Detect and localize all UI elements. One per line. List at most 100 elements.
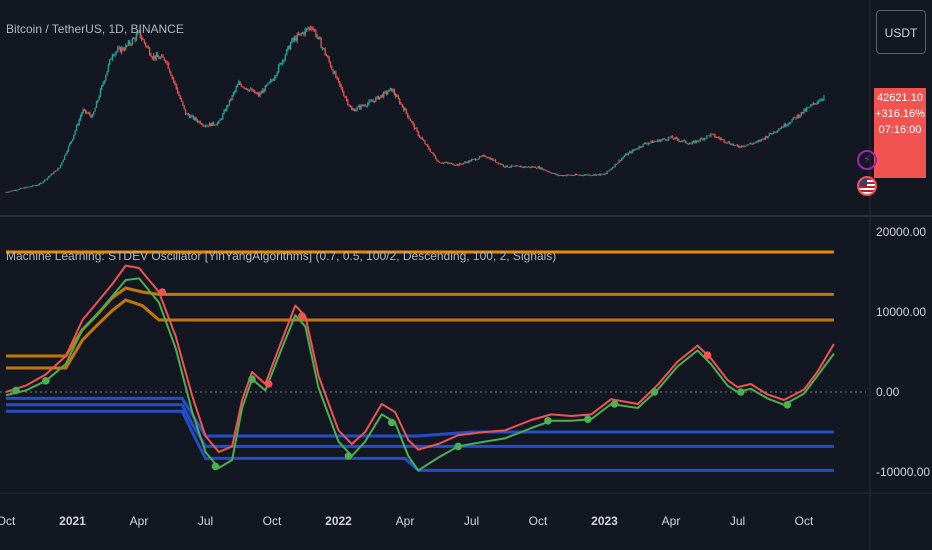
- us-flag-icon[interactable]: [857, 176, 877, 196]
- candle-body: [486, 157, 489, 159]
- candle-body: [214, 124, 216, 126]
- candle-body: [175, 83, 177, 89]
- candle-body: [162, 55, 164, 58]
- candle-body: [227, 105, 229, 107]
- candle-body: [93, 111, 95, 115]
- candle-body: [168, 68, 171, 73]
- candle-body: [803, 109, 805, 114]
- candle-body: [434, 156, 437, 159]
- candle-body: [462, 163, 465, 165]
- candle-body: [392, 90, 394, 92]
- green-signal-marker[interactable]: [344, 452, 353, 460]
- candle-body: [607, 170, 610, 172]
- red-signal-marker[interactable]: [264, 380, 273, 388]
- candle-body: [661, 139, 663, 141]
- candle-body: [802, 111, 804, 114]
- x-tick-label: Apr: [396, 514, 415, 528]
- bolt-icon[interactable]: ⚡: [857, 150, 877, 170]
- candle-body: [598, 174, 600, 176]
- candle-body: [186, 113, 188, 115]
- candle-body: [788, 123, 790, 124]
- candle-body: [301, 32, 304, 34]
- candle-body: [332, 69, 334, 74]
- candle-body: [457, 164, 459, 166]
- candle-body: [756, 141, 759, 143]
- candle-body: [204, 125, 207, 127]
- symbol-title: Bitcoin / TetherUS, 1D, BINANCE: [6, 22, 184, 36]
- candle-body: [461, 163, 463, 165]
- candle-body: [812, 103, 814, 105]
- candle-body: [143, 39, 145, 43]
- candle-body: [155, 54, 157, 59]
- candlestick-series[interactable]: [5, 25, 825, 193]
- candle-body: [260, 92, 262, 94]
- candle-body: [783, 123, 785, 128]
- candle-body: [618, 160, 620, 163]
- candle-body: [602, 174, 604, 175]
- candle-body: [811, 104, 813, 106]
- green-signal-marker[interactable]: [650, 388, 659, 396]
- candle-body: [244, 88, 246, 89]
- green-signal-marker[interactable]: [248, 375, 256, 384]
- candle-body: [240, 84, 243, 87]
- candle-body: [595, 174, 598, 176]
- candle-body: [496, 162, 498, 163]
- candle-body: [349, 106, 352, 108]
- candle-body: [621, 158, 623, 161]
- candle-body: [70, 141, 72, 144]
- y-tick-label: 20000.00: [876, 225, 926, 239]
- green-signal-marker[interactable]: [211, 462, 220, 471]
- candle-body: [329, 61, 332, 67]
- green-signal-marker[interactable]: [387, 418, 396, 427]
- candle-body: [353, 109, 356, 112]
- candle-body: [10, 190, 12, 192]
- candle-body: [49, 175, 51, 177]
- green-signal-marker[interactable]: [584, 415, 592, 424]
- green-signal-marker[interactable]: [737, 388, 745, 396]
- candle-body: [658, 139, 660, 142]
- red-signal-marker[interactable]: [703, 351, 712, 360]
- currency-button[interactable]: USDT: [876, 10, 926, 54]
- green-signal-marker[interactable]: [610, 400, 619, 408]
- candle-body: [708, 135, 711, 137]
- candle-body: [127, 41, 129, 46]
- candle-body: [154, 55, 156, 59]
- red-signal-marker[interactable]: [298, 312, 306, 320]
- oscillator-green-line[interactable]: [5, 277, 835, 472]
- candle-body: [59, 164, 62, 168]
- candle-body: [470, 159, 473, 162]
- candle-body: [381, 94, 383, 98]
- green-signal-marker[interactable]: [544, 417, 552, 425]
- x-tick-label: 2022: [325, 514, 352, 528]
- signal-markers[interactable]: [12, 288, 792, 471]
- red-signal-marker[interactable]: [158, 288, 167, 296]
- green-signal-marker[interactable]: [454, 442, 463, 451]
- candle-body: [776, 131, 778, 132]
- candle-body: [74, 130, 76, 135]
- candle-body: [307, 28, 309, 30]
- candle-body: [639, 146, 642, 148]
- candle-body: [300, 33, 302, 35]
- candle-body: [675, 137, 677, 139]
- candle-body: [298, 34, 300, 36]
- green-signal-marker[interactable]: [42, 377, 50, 385]
- candle-body: [187, 113, 189, 116]
- candle-body: [399, 98, 401, 104]
- candle-body: [384, 91, 386, 93]
- candle-body: [14, 190, 16, 191]
- candle-body: [69, 143, 71, 147]
- candle-body: [101, 85, 103, 90]
- candle-body: [614, 163, 616, 167]
- green-signal-marker[interactable]: [783, 401, 792, 409]
- candle-body: [651, 140, 653, 143]
- candle-body: [558, 175, 560, 177]
- candle-body: [760, 138, 763, 142]
- candle-body: [62, 159, 64, 163]
- green-signal-marker[interactable]: [12, 386, 20, 395]
- candle-body: [516, 165, 518, 167]
- candle-body: [412, 121, 414, 124]
- candle-body: [138, 30, 140, 33]
- candle-body: [243, 87, 245, 89]
- candle-body: [431, 151, 433, 153]
